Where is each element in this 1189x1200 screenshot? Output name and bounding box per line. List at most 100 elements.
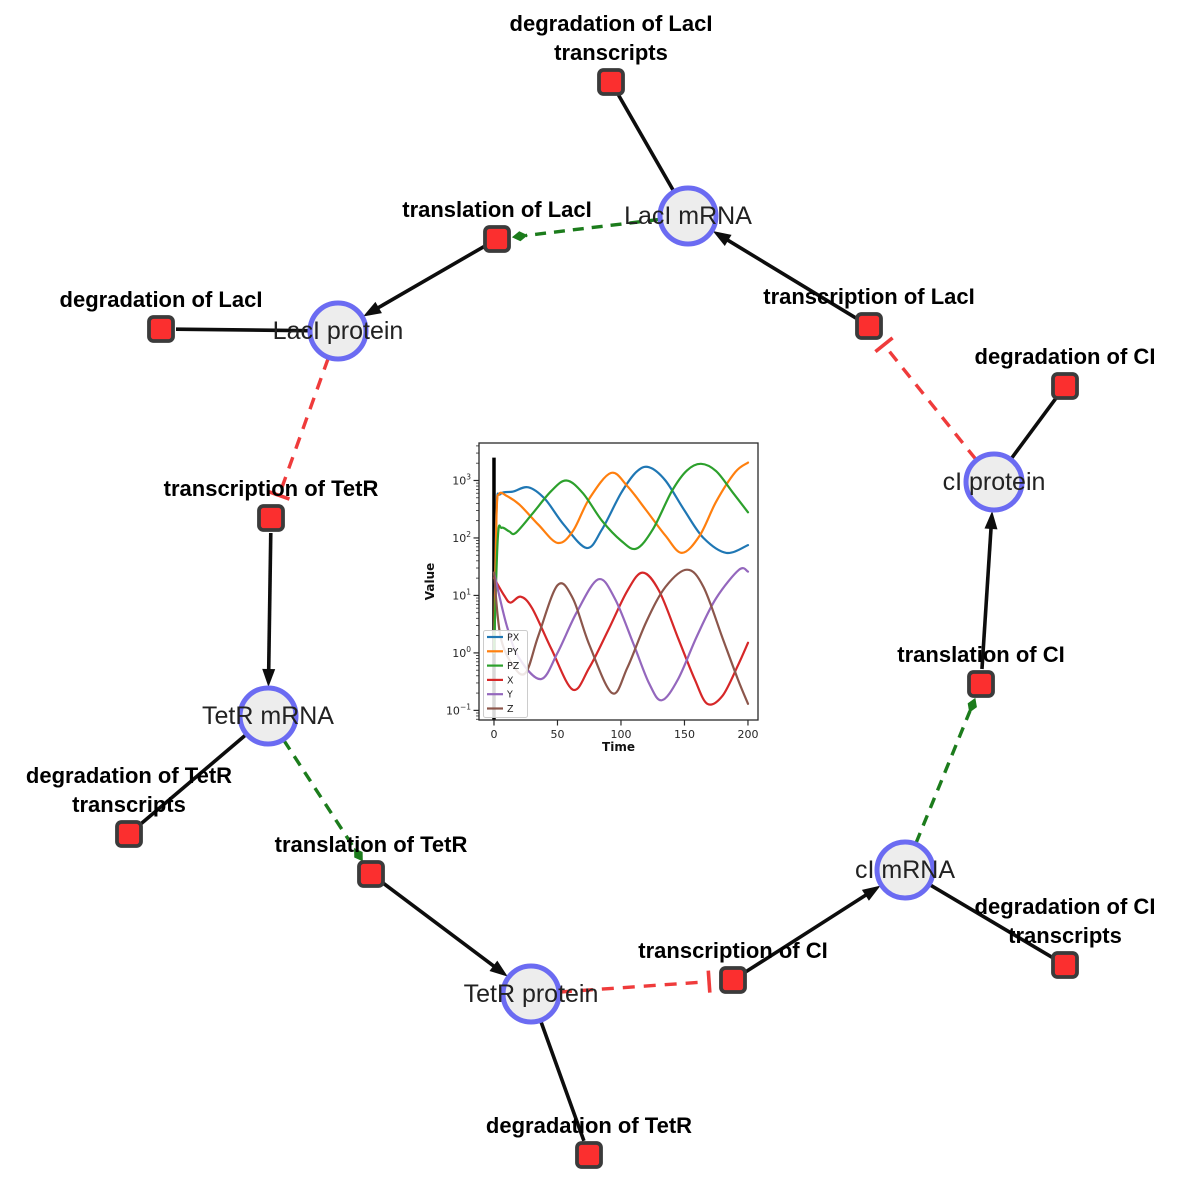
legend-label-PX: PX	[507, 633, 520, 644]
reaction-label: transcription of TetR	[164, 476, 379, 501]
activation-diamond-head	[967, 697, 977, 713]
series-layer	[492, 461, 750, 706]
y-axis-label: Value	[423, 563, 437, 601]
edge-consumption-tetr_mrna-to-deg_tetr_tx	[139, 733, 248, 826]
series-line-PX	[492, 465, 750, 654]
nodes-layer: degradation of LacI transcripts translatio…	[26, 11, 1156, 1169]
production-arrowhead	[363, 301, 382, 317]
species-label: TetR mRNA	[202, 702, 334, 730]
edge-inhibition-ci_protein-to-txn_laci	[884, 346, 978, 461]
production-arrowhead	[262, 668, 276, 688]
reaction-node-transl_tetr: translation of TetR	[275, 832, 468, 888]
species-circle	[963, 451, 1025, 513]
series-line-X	[492, 571, 750, 706]
edge-production-txn_ci-to-ci_mrna	[744, 891, 871, 974]
edge-consumption-tetr_protein-to-deg_tetr	[539, 1020, 586, 1142]
reaction-label: degradation of LacI transcripts	[510, 11, 713, 65]
series-line-PY	[492, 461, 750, 654]
reaction-label: translation of LacI	[402, 197, 591, 222]
edge-consumption-laci_protein-to-deg_laci	[175, 327, 310, 333]
series-line-PZ	[492, 462, 750, 654]
legend-label-PY: PY	[507, 647, 519, 658]
x-axis-label: Time	[602, 740, 635, 754]
chart-legend: PX PY PZ XYZ	[483, 630, 528, 718]
x-tick-label: 50	[550, 728, 564, 741]
reaction-node-transl_laci: translation of LacI	[402, 197, 592, 253]
reaction-square	[855, 312, 883, 340]
production-arrowhead	[712, 231, 732, 246]
reaction-label: degradation of TetR	[486, 1113, 692, 1138]
reaction-label: degradation of CI	[975, 344, 1156, 369]
reaction-square	[575, 1141, 603, 1169]
edge-activation-tetr_mrna-to-transl_tetr	[282, 739, 357, 851]
species-circle	[500, 963, 562, 1025]
reaction-label: transcription of LacI	[763, 284, 974, 309]
reaction-node-deg_ci_tx: degradation of CI transcripts	[975, 894, 1156, 979]
reaction-square	[147, 315, 175, 343]
edge-production-transl_tetr-to-tetr_protein	[381, 881, 499, 971]
x-tick-label: 150	[674, 728, 695, 741]
species-circle	[657, 185, 719, 247]
reaction-label: degradation of CI transcripts	[975, 894, 1156, 948]
species-label: LacI mRNA	[624, 202, 752, 230]
species-node-ci_protein: cI protein	[943, 451, 1046, 513]
reaction-label: degradation of LacI	[60, 287, 263, 312]
species-node-laci_mrna: LacI mRNA	[624, 185, 752, 247]
edge-production-transl_ci-to-ci_protein	[980, 523, 994, 670]
reaction-square	[115, 820, 143, 848]
y-tick-label: 102	[452, 530, 471, 545]
production-arrowhead	[984, 510, 998, 530]
species-label: cI mRNA	[855, 856, 955, 884]
reaction-node-deg_ci: degradation of CI	[975, 344, 1156, 400]
y-tick-label: 10−1	[446, 702, 471, 717]
edge-consumption-ci_protein-to-deg_ci	[1009, 396, 1058, 460]
species-circle	[237, 685, 299, 747]
legend-box	[483, 630, 528, 718]
reaction-node-txn_laci: transcription of LacI	[763, 284, 975, 340]
species-label: LacI protein	[273, 317, 404, 345]
x-tick-label: 200	[737, 728, 758, 741]
legend-label-Z: Z	[507, 704, 514, 715]
edge-consumption-laci_mrna-to-deg_laci_tx	[616, 94, 676, 192]
inhibition-tbar	[706, 970, 712, 993]
series-line-Y	[492, 567, 750, 702]
production-arrowhead	[489, 960, 508, 977]
x-tick-label: 0	[490, 728, 497, 741]
legend-label-Y: Y	[506, 690, 513, 701]
reaction-square	[597, 68, 625, 96]
reaction-node-deg_laci: degradation of LacI	[60, 287, 263, 343]
species-label: TetR protein	[464, 980, 599, 1008]
edge-production-transl_laci-to-laci_protein	[373, 244, 485, 312]
reaction-label: translation of CI	[897, 642, 1064, 667]
reaction-square	[483, 225, 511, 253]
activation-diamond-head	[511, 231, 528, 242]
reaction-square	[967, 670, 995, 698]
activation-diamond-head	[354, 848, 363, 862]
y-tick-label: 100	[452, 645, 471, 660]
reaction-square	[1051, 951, 1079, 979]
species-node-laci_protein: LacI protein	[273, 300, 404, 362]
inset-chart: 0 50 100 150 20010−1100101102103TimeValuePXP…	[423, 442, 759, 754]
reaction-node-txn_ci: transcription of CI	[638, 938, 828, 994]
legend-label-X: X	[507, 675, 514, 686]
plot-spines	[478, 442, 759, 721]
reaction-square	[1051, 372, 1079, 400]
legend-label-PZ: PZ	[507, 661, 520, 672]
reaction-square	[257, 504, 285, 532]
species-circle	[307, 300, 369, 362]
species-circle	[874, 839, 936, 901]
x-tick-label: 100	[610, 728, 631, 741]
inhibition-tbar	[874, 336, 894, 354]
species-node-tetr_mrna: TetR mRNA	[202, 685, 334, 747]
reaction-label: translation of TetR	[275, 832, 468, 857]
edge-production-txn_laci-to-laci_mrna	[722, 236, 858, 320]
species-label: cI protein	[943, 468, 1046, 496]
y-tick-label: 101	[452, 587, 471, 602]
reaction-square	[357, 860, 385, 888]
reaction-node-deg_tetr: degradation of TetR	[486, 1113, 692, 1169]
reaction-label: transcription of CI	[638, 938, 827, 963]
reaction-square	[719, 966, 747, 994]
reaction-label: degradation of TetR transcripts	[26, 763, 232, 817]
species-node-ci_mrna: cI mRNA	[855, 839, 955, 901]
